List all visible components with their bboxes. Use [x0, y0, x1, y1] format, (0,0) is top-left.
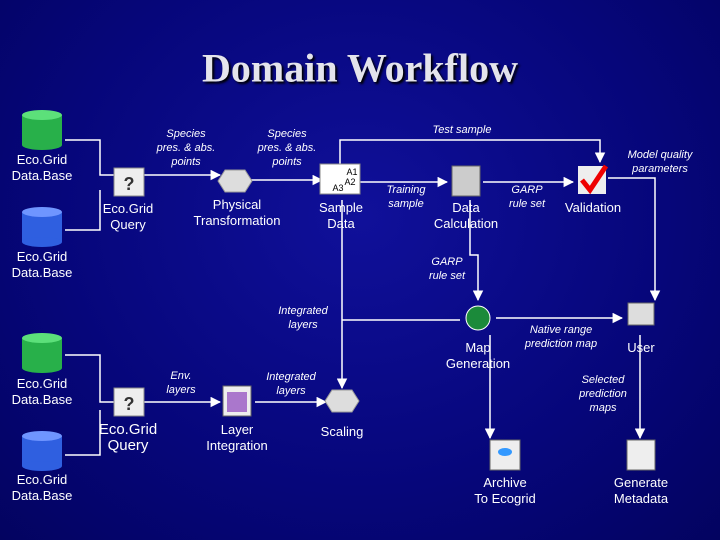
label-line: parameters: [632, 163, 688, 175]
label-line: Env.: [170, 370, 192, 382]
label-line: Data: [452, 200, 480, 215]
label-line: Integrated: [266, 371, 316, 383]
label-line: Training: [386, 184, 426, 196]
svg-text:?: ?: [124, 174, 135, 194]
node-label: Sample Data: [319, 200, 363, 232]
edge-label: Selected prediction maps: [579, 373, 627, 415]
label-line: Query: [110, 217, 146, 232]
node-label: Archive To Ecogrid: [474, 475, 535, 507]
label-line: Eco.Grid: [16, 472, 68, 487]
label-line: User: [627, 340, 655, 355]
node-label: Eco.Grid Data.Base: [12, 376, 73, 408]
label-line: Data.Base: [11, 168, 73, 183]
node-label: Eco.Grid Query: [103, 201, 154, 233]
label-line: Scaling: [320, 424, 364, 439]
label-line: Data: [327, 216, 355, 231]
label-line: Data.Base: [11, 265, 73, 280]
edge-label: Native range prediction map: [525, 323, 597, 351]
icon-text: A2: [344, 177, 356, 187]
label-line: To Ecogrid: [474, 491, 536, 506]
label-line: Integrated: [278, 305, 328, 317]
node-label: Eco.Grid Data.Base: [12, 472, 73, 504]
label-line: layers: [166, 384, 196, 396]
edges: [65, 139, 661, 456]
label-line: sample: [388, 198, 424, 210]
label-line: pres. & abs.: [156, 142, 216, 154]
label-line: Map: [465, 340, 491, 355]
label-line: GARP: [511, 184, 543, 196]
label-line: Eco.Grid: [102, 201, 154, 216]
icon-text: A1: [346, 167, 358, 177]
node-label: Eco.Grid Data.Base: [12, 152, 73, 184]
node-label: Scaling: [321, 424, 364, 440]
edge-label: Test sample: [433, 123, 492, 137]
node-label: Eco.Grid Query: [99, 422, 157, 454]
label-line: points: [171, 156, 201, 168]
label-line: prediction: [579, 388, 627, 400]
node-label: Map Generation: [446, 340, 510, 372]
label-line: prediction map: [524, 338, 598, 350]
label-line: Eco.Grid: [16, 249, 68, 264]
node-label: Validation: [565, 200, 621, 216]
label-line: layers: [276, 385, 306, 397]
label-line: maps: [589, 402, 617, 414]
node-label: Generate Metadata: [614, 475, 668, 507]
label-line: Layer: [220, 422, 254, 437]
node-label: User: [627, 340, 654, 356]
node-label: Eco.Grid Data.Base: [12, 249, 73, 281]
label-line: rule set: [428, 270, 466, 282]
label-line: layers: [288, 319, 318, 331]
label-line: Eco.Grid: [16, 376, 68, 391]
label-line: Transformation: [193, 213, 281, 228]
edge-label: Species pres. & abs. points: [258, 127, 317, 169]
label-line: Calculation: [433, 216, 499, 231]
label-line: Selected: [581, 374, 625, 386]
edge-label: Species pres. & abs. points: [157, 127, 216, 169]
label-line: Data.Base: [11, 488, 73, 503]
title: Domain Workflow: [202, 45, 518, 91]
edge-label: Env. layers: [166, 369, 195, 397]
label-line: Eco.Grid: [98, 421, 158, 438]
label-line: Physical: [212, 197, 262, 212]
label-line: Query: [107, 437, 149, 454]
edge-label: Integrated layers: [266, 370, 316, 398]
edge-label: Integrated layers: [278, 304, 328, 332]
label-line: Archive: [483, 475, 527, 490]
edge-label: GARP rule set: [509, 183, 545, 211]
label-line: Data.Base: [11, 392, 73, 407]
label-line: Model quality: [627, 149, 693, 161]
label-line: points: [272, 156, 302, 168]
label-line: Metadata: [613, 491, 669, 506]
label-line: Integration: [206, 438, 268, 453]
label-line: Generate: [613, 475, 669, 490]
svg-text:?: ?: [124, 394, 135, 414]
label-line: pres. & abs.: [257, 142, 317, 154]
label-line: Species: [166, 128, 206, 140]
label-line: rule set: [508, 198, 546, 210]
label-line: Validation: [564, 200, 622, 215]
icons: ? ?: [113, 163, 656, 471]
edge-label: Model quality parameters: [628, 148, 693, 176]
label-line: Test sample: [432, 124, 492, 136]
icon-text: A3: [332, 183, 344, 193]
edge-label: Training sample: [387, 183, 426, 211]
label-line: Species: [267, 128, 307, 140]
edge-label: GARP rule set: [429, 255, 465, 283]
cylinders: [22, 110, 62, 471]
label-line: Eco.Grid: [16, 152, 68, 167]
label-line: GARP: [431, 256, 463, 268]
label-line: Native range: [529, 324, 593, 336]
label-line: Generation: [445, 356, 511, 371]
label-line: Sample: [318, 200, 364, 215]
node-label: Data Calculation: [434, 200, 498, 232]
node-label: Physical Transformation: [194, 197, 281, 229]
node-label: Layer Integration: [206, 422, 267, 454]
